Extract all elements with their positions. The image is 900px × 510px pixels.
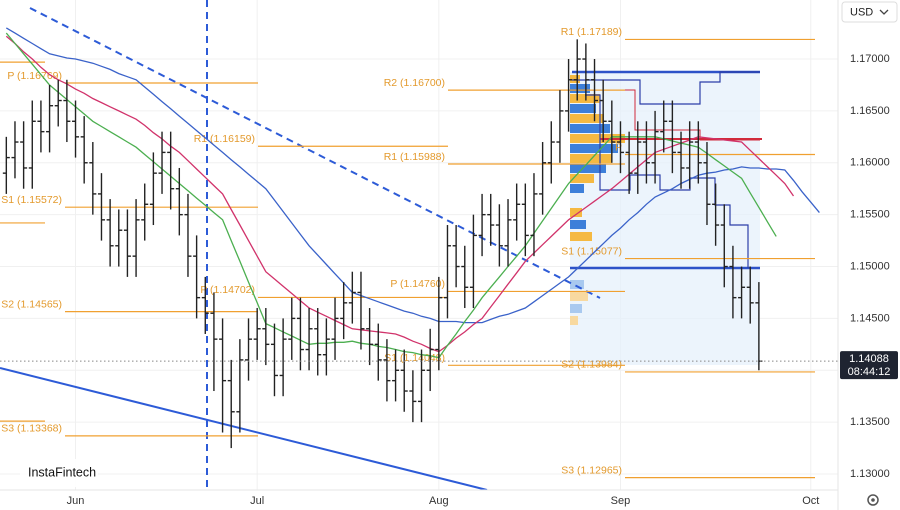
x-tick-label: Aug xyxy=(429,495,449,507)
profile-bar xyxy=(570,124,610,133)
moving-average xyxy=(5,35,795,353)
moving-average xyxy=(5,32,777,359)
plot-area: P (1.16769) S1 (1.15572) S2 (1.14565) S3 (1… xyxy=(0,0,838,490)
profile-bar xyxy=(570,220,586,229)
y-tick-label: 1.15000 xyxy=(850,260,890,272)
pivot-label: P (1.16769) xyxy=(7,70,62,82)
pivot-label: S1 (1.15077) xyxy=(561,245,622,257)
settings-icon-center xyxy=(871,498,875,502)
pivot-label: S3 (1.13368) xyxy=(1,423,62,435)
profile-bar xyxy=(570,134,625,143)
last-price: 1.14088 xyxy=(849,353,889,365)
x-tick-label: Oct xyxy=(802,495,819,507)
last-price-badge: 1.14088 08:44:12 xyxy=(840,351,898,380)
countdown: 08:44:12 xyxy=(848,366,891,378)
profile-bar xyxy=(570,94,600,103)
currency-box[interactable] xyxy=(841,1,898,23)
pivot-label: S2 (1.14565) xyxy=(1,298,62,310)
x-tick-label: Sep xyxy=(611,495,631,507)
settings-icon[interactable] xyxy=(867,494,879,506)
profile-bar xyxy=(570,144,618,153)
pivot-label: P (1.14760) xyxy=(390,278,445,290)
profile-bar xyxy=(570,304,582,313)
pivot-label: P xyxy=(615,141,622,153)
badge-box xyxy=(840,351,898,380)
profile-bar xyxy=(570,174,594,183)
profile-bar xyxy=(570,292,588,301)
pivot-label: R1 (1.15988) xyxy=(384,151,445,163)
profile-step-line xyxy=(600,89,760,141)
y-tick-label: 1.16000 xyxy=(850,157,890,169)
trend-line-dashed xyxy=(29,7,601,299)
moving-averages xyxy=(5,27,820,359)
pivot-label: R1 (1.17189) xyxy=(561,26,622,38)
currency-label[interactable]: USD xyxy=(850,6,873,18)
currency-selector[interactable]: USD xyxy=(841,1,898,23)
pivot-label: S1 (1.14048) xyxy=(384,352,445,364)
x-tick-label: Jun xyxy=(67,495,85,507)
profile-bar xyxy=(570,184,584,193)
y-tick-label: 1.17000 xyxy=(850,53,890,65)
profile-bar xyxy=(570,104,596,113)
y-tick-label: 1.13500 xyxy=(850,416,890,428)
pivot-label: P (1.14702) xyxy=(200,284,255,296)
volume-profile xyxy=(570,75,625,325)
profile-bar xyxy=(570,75,580,83)
pivot-label: S1 (1.15572) xyxy=(1,194,62,206)
profile-bar xyxy=(570,232,592,241)
x-tick-label: Jul xyxy=(250,495,264,507)
profile-bar xyxy=(570,280,584,289)
profile-bar xyxy=(570,316,578,325)
y-tick-label: 1.14500 xyxy=(850,312,890,324)
y-tick-label: 1.13000 xyxy=(850,468,890,480)
pivot-label: R2 (1.16700) xyxy=(384,77,445,89)
trend-line xyxy=(0,367,488,490)
watermark-text: InstaFintech xyxy=(28,465,96,479)
profile-bar xyxy=(570,114,604,123)
y-tick-label: 1.16500 xyxy=(850,105,890,117)
profile-bar xyxy=(570,164,606,173)
watermark: InstaFintech xyxy=(20,459,98,487)
y-tick-label: 1.15500 xyxy=(850,209,890,221)
dropdown-icon xyxy=(879,9,889,15)
profile-bar xyxy=(570,208,582,217)
pivot-label: S2 (1.13984) xyxy=(561,359,622,371)
pivot-label: R1 (1.16159) xyxy=(194,133,255,145)
settings-button[interactable] xyxy=(867,494,879,506)
watermark-box xyxy=(20,459,98,487)
pivot-label: S3 (1.12965) xyxy=(561,464,622,476)
profile-bar xyxy=(570,84,590,93)
moving-average xyxy=(5,27,820,324)
price-bars xyxy=(2,39,763,449)
